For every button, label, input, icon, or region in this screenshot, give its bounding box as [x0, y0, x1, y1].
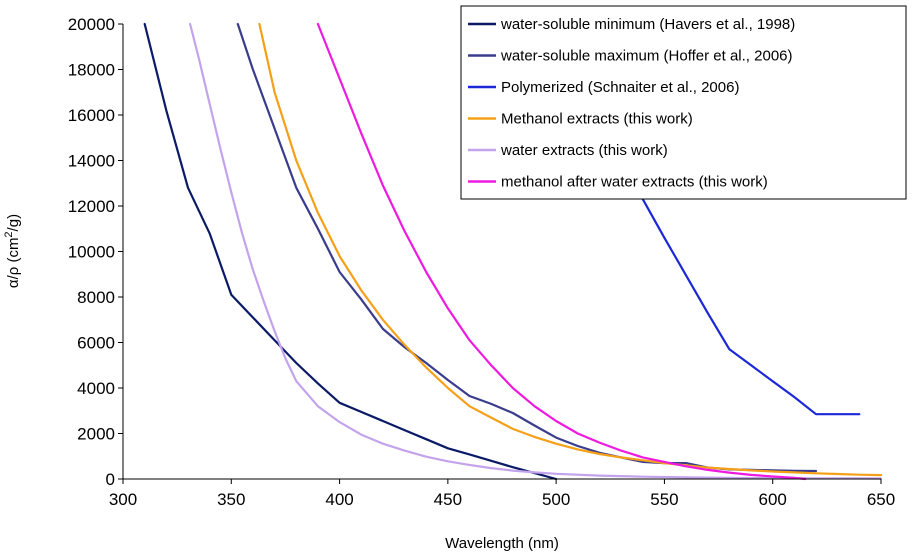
series-line-3	[641, 198, 861, 416]
x-tick-label: 600	[759, 490, 787, 509]
y-tick-label: 4000	[77, 379, 115, 398]
y-tick-label: 2000	[77, 425, 115, 444]
y-tick-label: 16000	[68, 106, 115, 125]
x-tick-label: 550	[650, 490, 678, 509]
legend-label-4: Methanol extracts (this work)	[501, 111, 693, 128]
y-tick-label: 20000	[68, 15, 115, 34]
legend-label-5: water extracts (this work)	[500, 142, 668, 159]
ticks: 300 350 400 450 500 550 600 650 0 2000 4000 6000 800…	[68, 15, 895, 509]
y-axis-label-main: α/ρ (cm	[5, 238, 22, 289]
legend-label-6: methanol after water extracts (this work…	[501, 174, 768, 191]
legend-label-1: water-soluble minimum (Havers et al., 19…	[500, 16, 795, 33]
y-axis-label-superscript: 2	[3, 231, 15, 237]
x-axis-label: Wavelength (nm)	[445, 535, 559, 552]
y-tick-label: 0	[106, 470, 115, 489]
y-tick-label: 12000	[68, 197, 115, 216]
x-tick-label: 350	[217, 490, 245, 509]
x-tick-label: 450	[434, 490, 462, 509]
legend-label-2: water-soluble maximum (Hoffer et al., 20…	[500, 48, 793, 65]
y-tick-label: 10000	[68, 243, 115, 262]
y-tick-label: 14000	[68, 152, 115, 171]
y-tick-label: 6000	[77, 334, 115, 353]
y-axis-label: α/ρ (cm2/g)	[3, 214, 22, 288]
x-tick-label: 300	[109, 490, 137, 509]
y-tick-label: 18000	[68, 61, 115, 80]
legend-label-3: Polymerized (Schnaiter et al., 2006)	[501, 79, 739, 96]
legend-box	[460, 5, 907, 200]
x-tick-label: 500	[542, 490, 570, 509]
x-tick-label: 400	[325, 490, 353, 509]
series-line-4	[258, 22, 883, 477]
y-tick-label: 8000	[77, 288, 115, 307]
legend: water-soluble minimum (Havers et al., 19…	[460, 5, 907, 200]
series-line-5	[189, 22, 883, 480]
series-line-1	[143, 22, 558, 481]
series-line-6	[316, 22, 807, 481]
y-axis-label-unit: /g)	[5, 214, 22, 232]
x-tick-label: 650	[867, 490, 895, 509]
series-layer	[143, 22, 883, 481]
